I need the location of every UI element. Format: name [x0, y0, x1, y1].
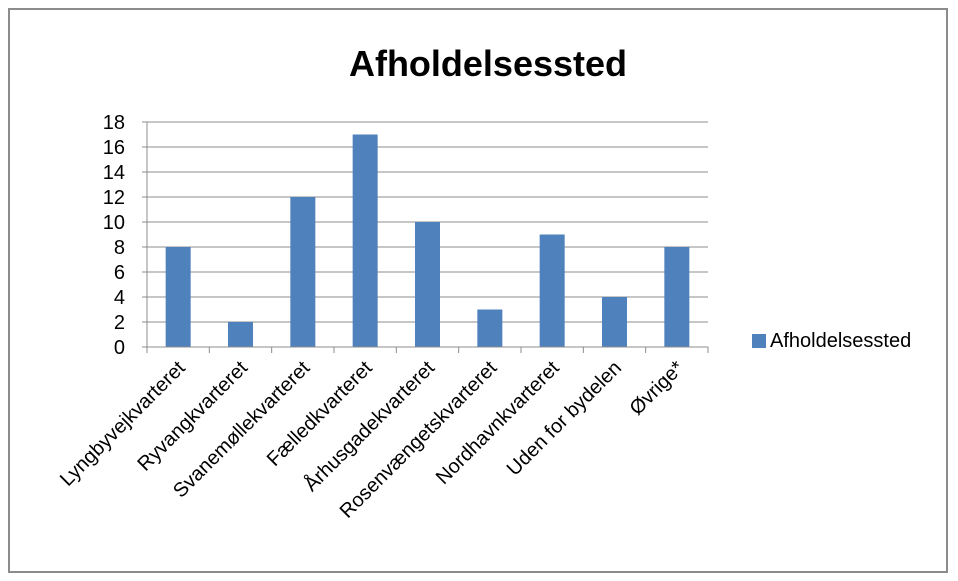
bar [352, 134, 378, 347]
bar [602, 297, 627, 347]
bar [664, 247, 690, 347]
y-tick-label: 16 [103, 137, 125, 159]
chart-title: Afholdelsessted [349, 43, 627, 84]
legend-swatch [752, 334, 766, 348]
x-tick-label: Ryvangkvarteret [134, 357, 253, 476]
legend: Afholdelsessted [752, 330, 911, 352]
bar [228, 322, 253, 347]
bar [290, 197, 316, 347]
bars [165, 134, 690, 347]
y-tick-label: 0 [114, 337, 125, 359]
y-tick-label: 14 [103, 162, 125, 184]
x-tick-label: Fælledkvarteret [263, 357, 377, 471]
chart-frame [8, 8, 948, 573]
y-tick-label: 8 [114, 237, 125, 259]
y-tick-label: 2 [114, 312, 125, 334]
bar [539, 234, 565, 347]
x-axis-ticks: LyngbyvejkvarteretRyvangkvarteretSvanemø… [56, 347, 709, 523]
bar [415, 222, 440, 347]
axes [146, 122, 708, 348]
x-tick-label: Øvrige* [626, 357, 689, 420]
y-tick-label: 6 [114, 262, 125, 284]
y-tick-label: 18 [103, 112, 125, 134]
bar [477, 309, 503, 347]
y-axis-ticks: 0 2 4 6 8 10 12 14 16 18 [103, 112, 147, 359]
legend-label: Afholdelsessted [770, 330, 911, 352]
bar [165, 247, 191, 347]
x-tick-label: Uden for bydelen [503, 357, 626, 480]
y-tick-label: 12 [103, 187, 125, 209]
y-tick-label: 10 [103, 212, 125, 234]
y-tick-label: 4 [114, 287, 125, 309]
